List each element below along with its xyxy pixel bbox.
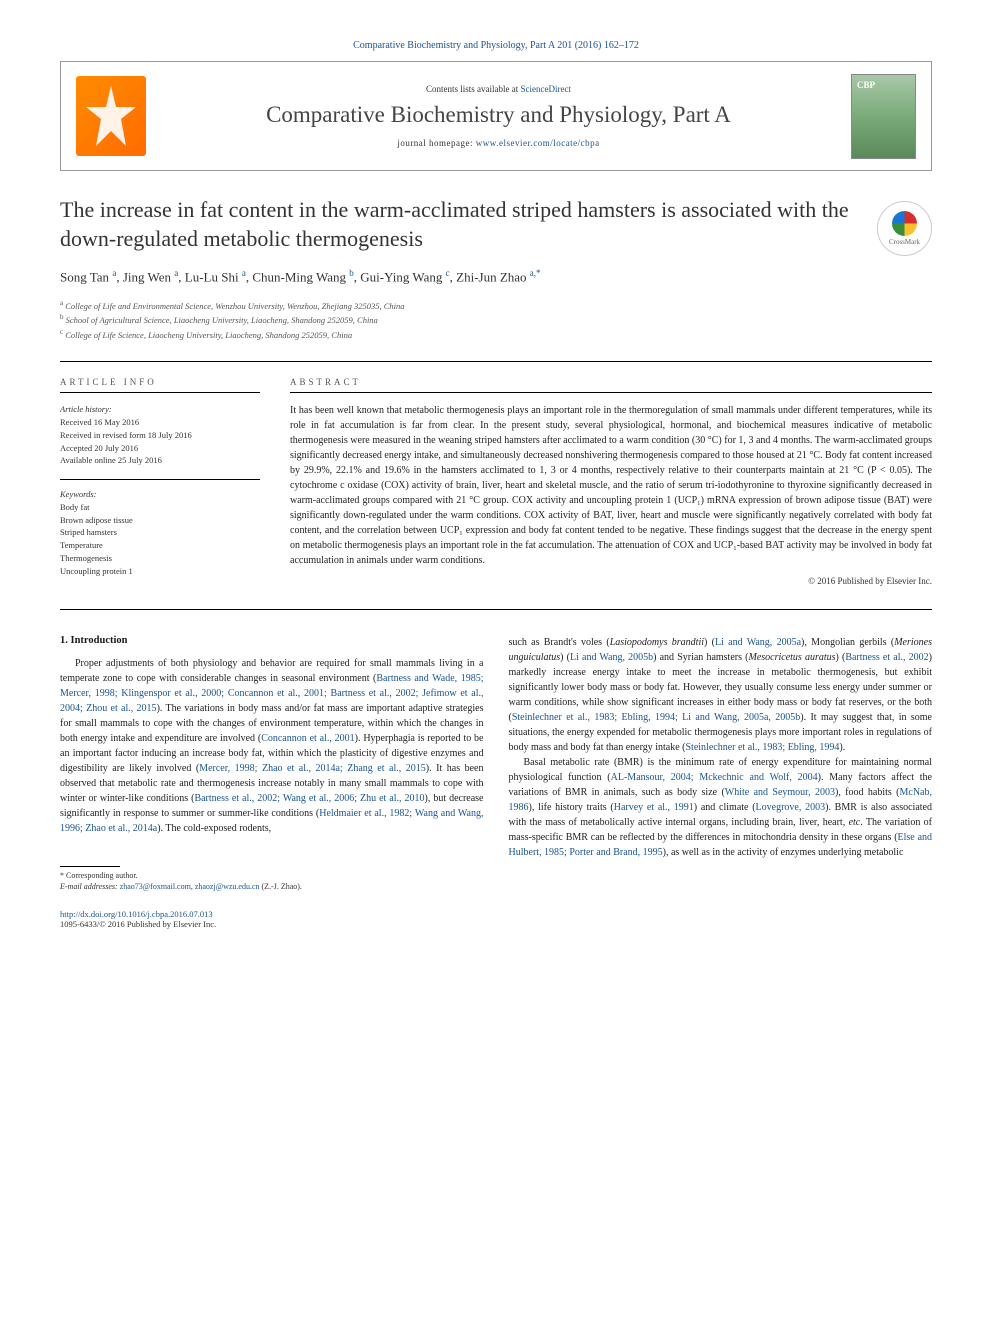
email-link-1[interactable]: zhao73@foxmail.com bbox=[120, 882, 191, 891]
affiliations: a College of Life and Environmental Scie… bbox=[60, 298, 932, 342]
abstract-section: ABSTRACT It has been well known that met… bbox=[290, 377, 932, 589]
keywords-list: Body fatBrown adipose tissueStriped hams… bbox=[60, 501, 260, 578]
corresponding-author-note: * Corresponding author. bbox=[60, 871, 484, 880]
article-info-heading: ARTICLE INFO bbox=[60, 377, 260, 393]
history-list: Received 16 May 2016Received in revised … bbox=[60, 416, 260, 467]
homepage-link[interactable]: www.elsevier.com/locate/cbpa bbox=[476, 138, 600, 148]
footnote-rule bbox=[60, 866, 120, 867]
contents-line: Contents lists available at ScienceDirec… bbox=[146, 84, 851, 94]
article-info-sidebar: ARTICLE INFO Article history: Received 1… bbox=[60, 377, 260, 589]
section-divider bbox=[60, 609, 932, 610]
intro-text-col1: Proper adjustments of both physiology an… bbox=[60, 656, 484, 836]
section-divider bbox=[60, 361, 932, 362]
introduction-heading: 1. Introduction bbox=[60, 635, 484, 646]
issn-copyright: 1095-6433/© 2016 Published by Elsevier I… bbox=[60, 919, 216, 929]
authors-list: Song Tan a, Jing Wen a, Lu-Lu Shi a, Chu… bbox=[60, 268, 932, 285]
sciencedirect-link[interactable]: ScienceDirect bbox=[521, 84, 571, 94]
elsevier-logo bbox=[76, 76, 146, 156]
body-two-column: 1. Introduction Proper adjustments of bo… bbox=[60, 635, 932, 929]
crossmark-badge[interactable]: CrossMark bbox=[877, 201, 932, 256]
intro-text-col2: such as Brandt's voles (Lasiopodomys bra… bbox=[509, 635, 933, 860]
journal-citation: Comparative Biochemistry and Physiology,… bbox=[60, 40, 932, 51]
abstract-text: It has been well known that metabolic th… bbox=[290, 403, 932, 568]
right-column: such as Brandt's voles (Lasiopodomys bra… bbox=[509, 635, 933, 929]
keywords-label: Keywords: bbox=[60, 488, 260, 501]
email-line: E-mail addresses: zhao73@foxmail.com, zh… bbox=[60, 882, 484, 891]
article-title: The increase in fat content in the warm-… bbox=[60, 196, 932, 253]
abstract-copyright: © 2016 Published by Elsevier Inc. bbox=[290, 576, 932, 586]
journal-name: Comparative Biochemistry and Physiology,… bbox=[146, 102, 851, 128]
left-column: 1. Introduction Proper adjustments of bo… bbox=[60, 635, 484, 929]
journal-header: Contents lists available at ScienceDirec… bbox=[60, 61, 932, 171]
email-link-2[interactable]: zhaozj@wzu.edu.cn bbox=[195, 882, 260, 891]
doi-link[interactable]: http://dx.doi.org/10.1016/j.cbpa.2016.07… bbox=[60, 909, 213, 919]
crossmark-icon bbox=[892, 211, 917, 236]
elsevier-tree-icon bbox=[86, 86, 136, 146]
history-label: Article history: bbox=[60, 403, 260, 416]
footer-block: * Corresponding author. E-mail addresses… bbox=[60, 866, 484, 929]
abstract-heading: ABSTRACT bbox=[290, 377, 932, 393]
homepage-line: journal homepage: www.elsevier.com/locat… bbox=[146, 138, 851, 148]
info-divider bbox=[60, 479, 260, 480]
journal-cover-thumbnail bbox=[851, 74, 916, 159]
